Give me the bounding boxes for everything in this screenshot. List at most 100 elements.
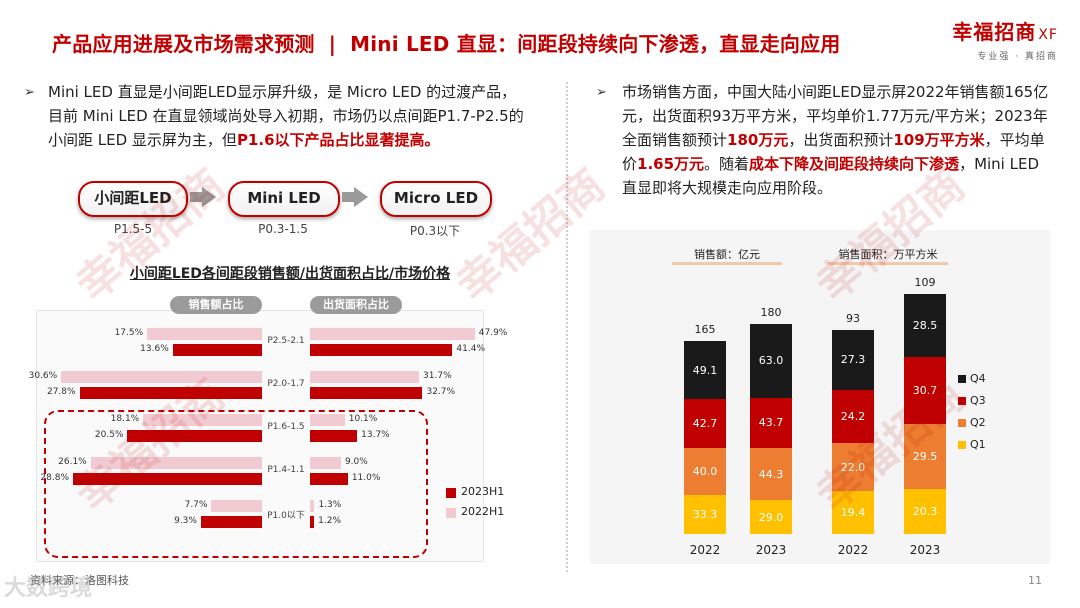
bullet-icon: ➢ [24,85,35,100]
label-2023-area: 11.0% [351,473,381,483]
bullet-icon: ➢ [596,85,607,100]
bar-2022-sales [90,457,262,469]
left-paragraph: Mini LED 直显是小间距LED显示屏升级，是 Micro LED 的过渡产… [48,80,528,152]
left-paragraph-text: Mini LED 直显是小间距LED显示屏升级，是 Micro LED 的过渡产… [48,83,524,149]
right-text-1: 市场销售方面，中国大陆小间距LED显示屏2022年销售额165亿元，出货面积93… [622,83,1049,149]
legend-2023-label: 2023H1 [461,485,505,498]
bar-2023-sales [172,344,262,356]
chart1-title: 销售额：亿元 [694,248,760,261]
stack-segment-q4: 28.5 [904,294,946,357]
category-label: P1.0以下 [267,511,305,521]
stack-segment-q1: 19.4 [832,491,874,534]
bar-2022-sales [147,328,262,340]
stack-segment-q1: 29.0 [750,500,792,534]
label-2023-area: 13.7% [361,430,390,440]
stack-segment-q1: 20.3 [904,489,946,534]
brand-logo: 幸福招商 XF 专业强 · 真招商 [946,16,1058,70]
label-2023-sales: 9.3% [174,516,197,526]
right-highlight-2: 109万平方米 [893,131,985,149]
legend-q4-swatch [958,375,966,383]
bar-2022-area [310,500,315,512]
bar-2023-area [310,473,348,485]
stack-segment-q2: 22.0 [832,442,874,492]
label-2022-area: 10.1% [348,414,378,424]
column-divider [566,82,568,572]
bar-2022-area [310,371,420,383]
legend-2023-swatch [446,488,456,498]
label-2023-sales: 13.6% [140,344,169,354]
category-label: P2.0-1.7 [267,379,305,389]
pill-micro-led: Micro LED [380,181,492,217]
flow-arrow-icon [202,187,216,207]
right-text-2: ，出货面积预计 [788,131,894,149]
logo-tagline: 专业强 · 真招商 [977,52,1058,62]
flow-arrow-stem [342,192,354,202]
label-2022-sales: 7.7% [184,500,208,510]
pitch-label: P0.3以下 [409,224,461,238]
label-2022-sales: 18.1% [110,414,140,424]
category-label: P1.4-1.1 [267,465,305,475]
stack-total-label: 180 [760,306,782,319]
right-paragraph: 市场销售方面，中国大陆小间距LED显示屏2022年销售额165亿元，出货面积93… [622,80,1050,200]
stack-segment-q2: 29.5 [904,424,946,490]
bottom-watermark: 大数跨境 [4,576,93,601]
stack-total-label: 93 [846,311,860,325]
label-2023-sales: 20.5% [94,430,124,440]
bar-2023-area [310,516,315,528]
right-highlight-1: 180万元 [727,131,789,149]
year-label: 2023 [909,543,941,557]
stack-segment-q2: 44.3 [750,448,792,501]
stack-segment-q4: 27.3 [832,329,874,390]
label-2023-area: 32.7% [426,387,456,397]
stack-segment-q2: 40.0 [684,448,726,496]
logo-text: 幸福招商 [952,20,1037,44]
stack-total-label: 109 [914,276,936,290]
bar-2023-sales [200,516,262,528]
legend-2022-label: 2022H1 [461,505,505,518]
label-2023-sales: 28.8% [40,473,69,483]
bar-2023-area [310,430,358,442]
legend-q2-label: Q2 [970,416,986,429]
area-share-header: 出货面积占比 [310,296,402,314]
bar-2022-area [310,414,345,426]
stack-total-label: 165 [694,323,716,337]
pill-mini-led: Mini LED [228,181,340,217]
stack-segment-q4: 49.1 [684,341,726,399]
highlight-dashed-box [44,410,428,558]
bar-2023-sales [79,387,262,399]
flow-arrow-icon [354,187,368,207]
bar-2023-sales [127,430,262,442]
label-2023-sales: 27.8% [46,387,76,397]
chart2-title-underline [828,262,948,265]
label-2023-area: 41.4% [456,344,485,354]
pitch-label: P0.3-1.5 [258,222,308,236]
bar-2023-sales [73,473,262,485]
page-number: 11 [1028,574,1042,587]
pill-small-pitch-led: 小间距LED [78,181,188,217]
label-2022-area: 1.3% [318,500,342,510]
label-2023-area: 1.2% [318,516,341,526]
stack-segment-q3: 24.2 [832,389,874,443]
logo-mark: XF [1038,27,1058,43]
bar-2022-area [310,457,341,469]
bar-2022-sales [61,371,262,383]
year-label: 2023 [755,543,787,557]
title-separator: | [328,32,337,56]
source-note: 资料来源：洛图科技 [30,574,129,587]
label-2022-sales: 26.1% [58,457,87,467]
category-label: P1.6-1.5 [267,422,305,432]
year-label: 2022 [837,543,869,557]
label-2022-area: 9.0% [344,457,368,467]
pitch-label: P1.5-5 [113,222,153,236]
legend-q3-swatch [958,397,966,405]
title-left: 产品应用进展及市场需求预测 [52,32,315,56]
label-2022-area: 31.7% [423,371,452,381]
left-paragraph-highlight: P1.6以下产品占比显著提高。 [236,131,440,149]
legend-q4-label: Q4 [970,372,986,385]
title-right: Mini LED 直显：间距段持续向下渗透，直显走向应用 [350,32,841,56]
right-text-3: ，平均单价 [622,131,1045,173]
year-label: 2022 [689,543,721,557]
bar-2022-sales [211,500,262,512]
label-2022-sales: 30.6% [28,371,58,381]
page-title: 产品应用进展及市场需求预测 | Mini LED 直显：间距段持续向下渗透，直显走向… [52,28,932,62]
